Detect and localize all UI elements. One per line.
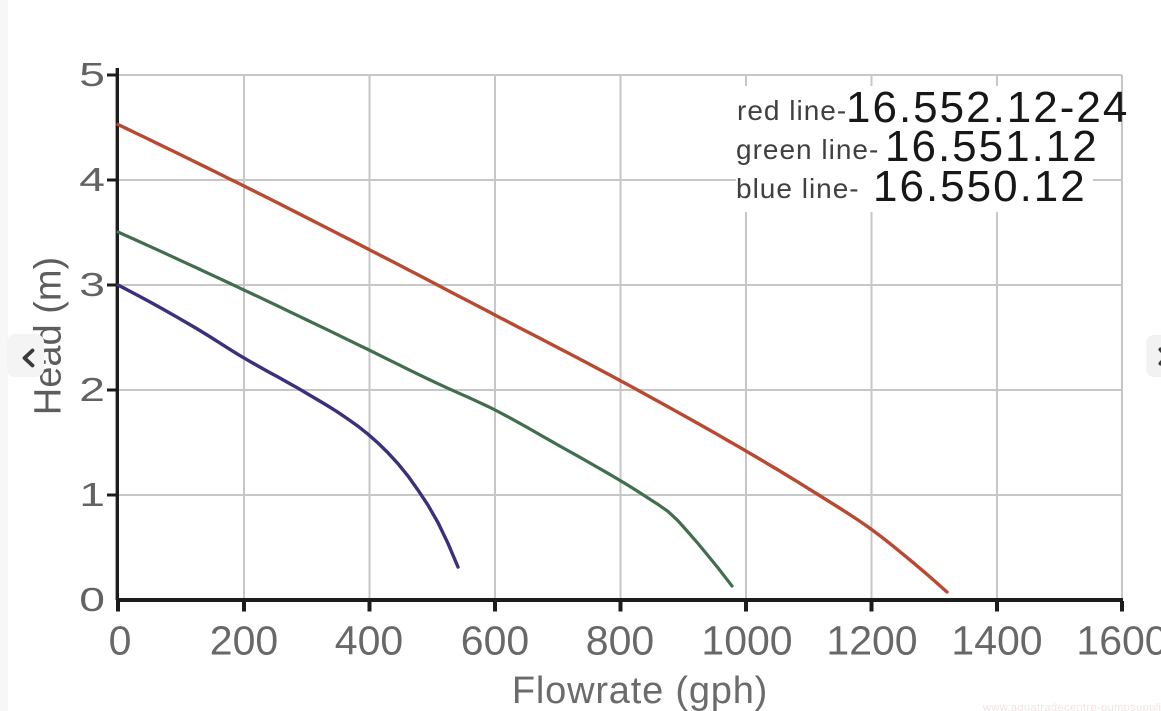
svg-text:blue line-: blue line- <box>736 173 860 204</box>
svg-text:1000: 1000 <box>701 618 792 664</box>
svg-text:0: 0 <box>79 581 105 618</box>
svg-text:200: 200 <box>210 618 278 664</box>
svg-text:Flowrate (gph): Flowrate (gph) <box>512 670 768 711</box>
svg-text:800: 800 <box>586 618 654 664</box>
svg-text:600: 600 <box>461 618 529 664</box>
svg-text:www.aquatradecentre-pumpsuppli: www.aquatradecentre-pumpsupplies.com.42 <box>982 702 1161 711</box>
svg-text:400: 400 <box>335 618 403 664</box>
svg-text:red line-: red line- <box>737 95 847 126</box>
svg-text:2: 2 <box>79 371 105 408</box>
svg-text:16.550.12: 16.550.12 <box>873 162 1087 211</box>
svg-text:1: 1 <box>79 476 105 513</box>
svg-text:1600: 1600 <box>1076 618 1161 664</box>
svg-text:1200: 1200 <box>826 618 917 664</box>
svg-text:0: 0 <box>109 618 132 664</box>
svg-text:16.551.12: 16.551.12 <box>885 122 1099 171</box>
svg-text:4: 4 <box>79 161 105 198</box>
svg-text:green line-: green line- <box>736 134 879 165</box>
svg-text:1400: 1400 <box>951 618 1042 664</box>
svg-text:3: 3 <box>79 266 105 303</box>
svg-text:5: 5 <box>79 56 105 93</box>
svg-text:16.552.12-24: 16.552.12-24 <box>846 83 1129 132</box>
